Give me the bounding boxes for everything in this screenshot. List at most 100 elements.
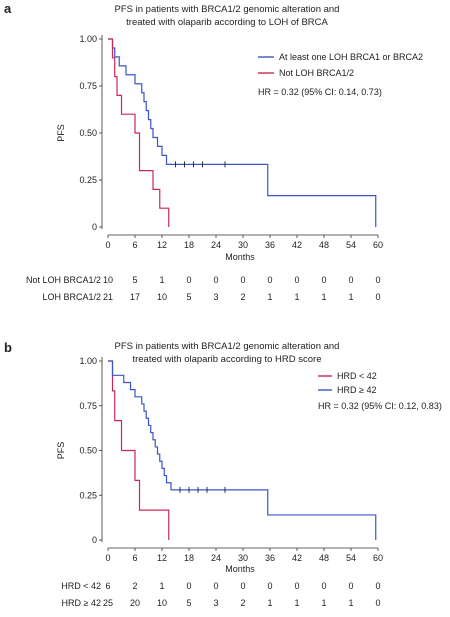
risk-value: 0: [321, 581, 326, 591]
risk-value: 5: [186, 292, 191, 302]
x-axis-label: Months: [225, 564, 255, 574]
x-tick-label: 12: [157, 240, 167, 250]
chart-title-line: PFS in patients with BRCA1/2 genomic alt…: [115, 341, 340, 352]
risk-value: 5: [186, 598, 191, 608]
risk-value: 2: [240, 598, 245, 608]
risk-value: 2: [240, 292, 245, 302]
x-tick-label: 12: [157, 553, 167, 563]
x-tick-label: 6: [132, 553, 137, 563]
panel-letter: b: [4, 340, 12, 355]
x-tick-label: 48: [319, 240, 329, 250]
y-tick-label: 0: [92, 535, 97, 545]
panel-letter: a: [4, 1, 12, 16]
x-tick-label: 60: [373, 553, 383, 563]
risk-value: 1: [348, 292, 353, 302]
x-tick-label: 42: [292, 240, 302, 250]
chart-title-line: PFS in patients with BRCA1/2 genomic alt…: [115, 4, 340, 15]
legend-label: Not LOH BRCA1/2: [279, 68, 354, 78]
km-curve-0: [108, 360, 170, 540]
risk-value: 3: [213, 292, 218, 302]
risk-value: 1: [159, 581, 164, 591]
x-tick-label: 0: [105, 553, 110, 563]
risk-value: 0: [186, 275, 191, 285]
km-curve-1: [108, 360, 377, 540]
y-axis-label: PFS: [56, 442, 66, 460]
km-panel-a: a PFS in patients with BRCA1/2 genomic al…: [4, 1, 423, 302]
risk-row-label: HRD ≥ 42: [62, 598, 101, 608]
risk-value: 1: [267, 292, 272, 302]
x-tick-label: 18: [184, 553, 194, 563]
chart-title-line: treated with olaparib according to HRD s…: [132, 354, 321, 365]
risk-row-label: Not LOH BRCA1/2: [26, 275, 101, 285]
risk-value: 0: [348, 275, 353, 285]
x-tick-label: 54: [346, 240, 356, 250]
risk-value: 1: [267, 598, 272, 608]
x-tick-label: 30: [238, 553, 248, 563]
x-tick-label: 0: [105, 240, 110, 250]
risk-value: 0: [240, 581, 245, 591]
risk-value: 2: [132, 581, 137, 591]
y-tick-label: 0.75: [79, 81, 97, 91]
y-tick-label: 0: [92, 222, 97, 232]
risk-row-label: HRD < 42: [61, 581, 101, 591]
legend-label: At least one LOH BRCA1 or BRCA2: [279, 52, 423, 62]
x-tick-label: 6: [132, 240, 137, 250]
hazard-ratio-text: HR = 0.32 (95% CI: 0.14, 0.73): [258, 87, 382, 97]
km-curve-1: [108, 38, 170, 227]
risk-value: 1: [294, 598, 299, 608]
x-tick-label: 30: [238, 240, 248, 250]
x-tick-label: 54: [346, 553, 356, 563]
risk-value: 0: [240, 275, 245, 285]
risk-value: 3: [213, 598, 218, 608]
y-tick-label: 0.25: [79, 175, 97, 185]
x-tick-label: 36: [265, 553, 275, 563]
risk-value: 0: [375, 598, 380, 608]
risk-value: 21: [103, 292, 113, 302]
risk-value: 1: [321, 598, 326, 608]
x-tick-label: 42: [292, 553, 302, 563]
risk-value: 0: [375, 581, 380, 591]
y-tick-label: 0.75: [79, 401, 97, 411]
x-tick-label: 48: [319, 553, 329, 563]
risk-value: 10: [157, 292, 167, 302]
risk-value: 1: [159, 275, 164, 285]
risk-value: 6: [105, 581, 110, 591]
x-tick-label: 60: [373, 240, 383, 250]
risk-value: 0: [321, 275, 326, 285]
risk-value: 0: [294, 581, 299, 591]
risk-value: 10: [103, 275, 113, 285]
x-tick-label: 36: [265, 240, 275, 250]
risk-value: 0: [294, 275, 299, 285]
risk-value: 0: [267, 275, 272, 285]
risk-value: 0: [375, 292, 380, 302]
risk-value: 1: [294, 292, 299, 302]
x-axis-label: Months: [225, 252, 255, 262]
risk-value: 1: [348, 598, 353, 608]
risk-value: 0: [186, 581, 191, 591]
chart-title-line: treated with olaparib according to LOH o…: [126, 17, 328, 28]
risk-value: 20: [130, 598, 140, 608]
risk-value: 0: [213, 581, 218, 591]
x-tick-label: 24: [211, 240, 221, 250]
risk-value: 25: [103, 598, 113, 608]
risk-value: 0: [375, 275, 380, 285]
legend-label: HRD < 42: [337, 371, 377, 381]
legend-label: HRD ≥ 42: [337, 385, 376, 395]
risk-value: 0: [267, 581, 272, 591]
risk-value: 0: [213, 275, 218, 285]
km-curve-0: [108, 38, 377, 227]
y-tick-label: 1.00: [79, 356, 97, 366]
hazard-ratio-text: HR = 0.32 (95% CI: 0.12, 0.83): [318, 401, 442, 411]
x-tick-label: 24: [211, 553, 221, 563]
x-tick-label: 18: [184, 240, 194, 250]
risk-value: 10: [157, 598, 167, 608]
risk-value: 5: [132, 275, 137, 285]
y-tick-label: 0.50: [79, 446, 97, 456]
risk-row-label: LOH BRCA1/2: [42, 292, 101, 302]
risk-value: 1: [321, 292, 326, 302]
y-tick-label: 1.00: [79, 34, 97, 44]
y-axis-label: PFS: [56, 124, 66, 142]
risk-value: 0: [348, 581, 353, 591]
